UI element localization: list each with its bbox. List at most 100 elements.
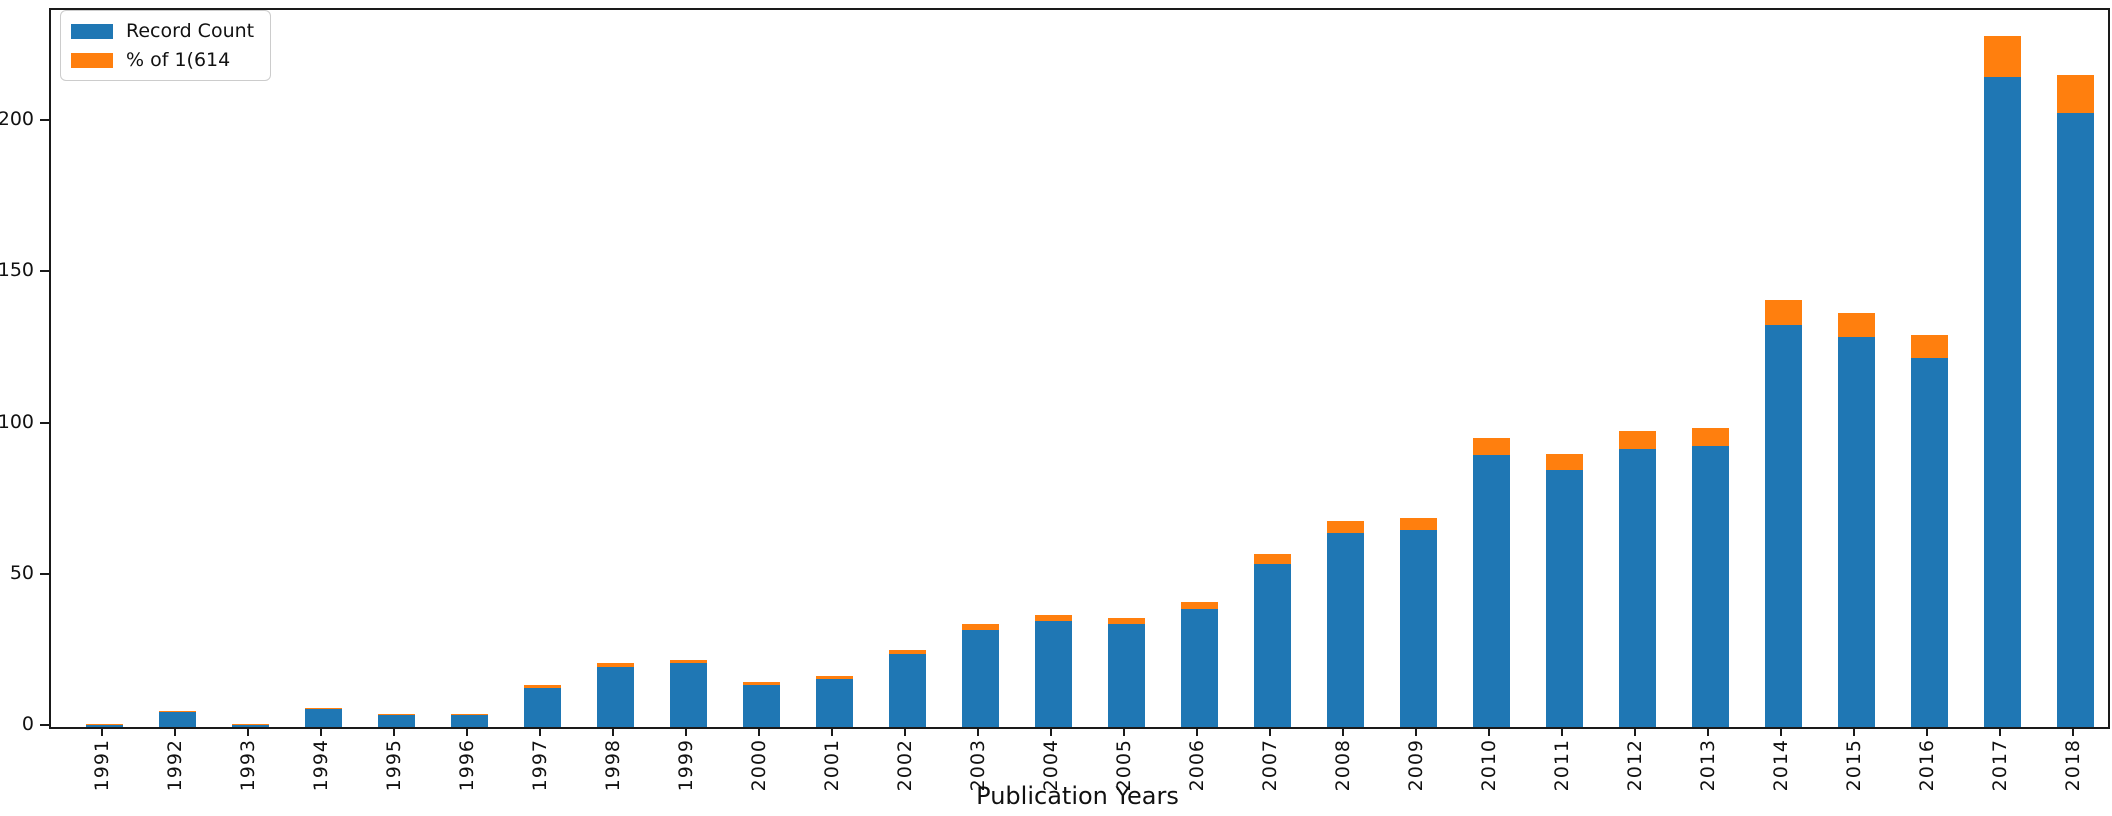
x-tick-mark-2014 (1780, 727, 1782, 736)
bar-percent-1998 (596, 662, 634, 667)
bar-percent-2016 (1910, 335, 1948, 358)
x-tick-mark-2004 (1050, 727, 1052, 736)
x-tick-mark-2015 (1853, 727, 1855, 736)
bar-percent-1992 (158, 710, 196, 712)
bar-record-count-2012 (1618, 448, 1656, 727)
blue-rect-swatch (71, 23, 113, 39)
bar-record-count-2011 (1545, 469, 1583, 727)
bar-percent-2003 (961, 624, 999, 631)
x-tick-mark-2017 (1999, 727, 2001, 736)
bar-record-count-2001 (815, 678, 853, 727)
bar-percent-1999 (669, 659, 707, 664)
y-tick-mark-100 (40, 421, 49, 424)
bar-percent-2015 (1837, 312, 1875, 337)
y-tick-mark-50 (40, 572, 49, 575)
bar-percent-2008 (1326, 521, 1364, 534)
y-tick-mark-0 (40, 724, 49, 726)
bar-record-count-1999 (669, 663, 707, 727)
x-tick-mark-2008 (1342, 727, 1344, 736)
bar-record-count-1998 (596, 666, 634, 727)
legend-label: Record Count (126, 20, 255, 42)
x-tick-mark-2011 (1561, 727, 1563, 736)
bar-percent-2005 (1107, 617, 1145, 625)
bar-record-count-2014 (1764, 324, 1802, 727)
x-axis-title: Publication Years (976, 782, 1179, 810)
x-tick-mark-2012 (1634, 727, 1636, 736)
legend-label: % of 1(614 (126, 49, 231, 71)
x-tick-mark-1993 (247, 727, 249, 736)
bar-record-count-1992 (158, 711, 196, 727)
bar-percent-2017 (1983, 36, 2021, 77)
x-tick-mark-2016 (1926, 727, 1928, 736)
x-tick-mark-2003 (977, 727, 979, 736)
bar-percent-2010 (1472, 437, 1510, 455)
legend-item-percent: % of 1(614 (71, 49, 254, 71)
bar-percent-2007 (1253, 553, 1291, 564)
x-tick-mark-1999 (685, 727, 687, 736)
bar-record-count-2002 (888, 654, 926, 727)
x-tick-mark-2002 (904, 727, 906, 736)
bar-record-count-2005 (1107, 624, 1145, 727)
bar-record-count-2003 (961, 630, 999, 727)
bar-percent-2018 (2056, 74, 2094, 113)
bar-percent-2002 (888, 649, 926, 655)
x-tick-mark-2007 (1269, 727, 1271, 736)
y-tick-label-0: 0 (21, 713, 34, 735)
x-tick-mark-1996 (466, 727, 468, 736)
orange-rect-swatch (71, 52, 113, 68)
x-tick-mark-2006 (1196, 727, 1198, 736)
bar-percent-1995 (377, 714, 415, 715)
y-tick-label-50: 50 (9, 561, 34, 584)
bar-percent-2000 (742, 682, 780, 685)
y-tick-label-100: 100 (0, 410, 34, 433)
bar-record-count-1993 (231, 723, 269, 727)
x-tick-mark-2013 (1707, 727, 1709, 736)
x-tick-mark-1991 (101, 727, 103, 736)
y-tick-label-150: 150 (0, 259, 34, 282)
bar-record-count-2009 (1399, 530, 1437, 727)
bar-percent-1994 (304, 707, 342, 709)
bar-record-count-1997 (523, 687, 561, 727)
bar-percent-1996 (450, 714, 488, 715)
bar-percent-2011 (1545, 453, 1583, 470)
bar-percent-1997 (523, 685, 561, 688)
x-tick-mark-2010 (1488, 727, 1490, 736)
bar-percent-2009 (1399, 518, 1437, 531)
bar-record-count-2016 (1910, 357, 1948, 727)
bar-record-count-1996 (450, 714, 488, 727)
bar-percent-2001 (815, 675, 853, 679)
bar-record-count-2018 (2056, 112, 2094, 727)
bar-record-count-2004 (1034, 621, 1072, 727)
bar-record-count-2000 (742, 684, 780, 727)
y-tick-mark-150 (40, 270, 49, 273)
x-tick-mark-1992 (174, 727, 176, 736)
bar-record-count-2010 (1472, 454, 1510, 727)
bar-record-count-2006 (1180, 609, 1218, 727)
x-tick-mark-2005 (1123, 727, 1125, 736)
y-tick-label-200: 200 (0, 107, 34, 130)
y-tick-mark-200 (40, 118, 49, 121)
bar-percent-2006 (1180, 601, 1218, 610)
bar-record-count-1995 (377, 714, 415, 727)
x-tick-mark-2009 (1415, 727, 1417, 736)
legend-item-record-count: Record Count (71, 20, 254, 42)
x-tick-mark-1997 (539, 727, 541, 736)
x-tick-mark-1994 (320, 727, 322, 736)
bar-percent-2012 (1618, 431, 1656, 449)
bar-percent-2014 (1764, 299, 1802, 325)
x-tick-mark-2001 (831, 727, 833, 736)
bar-record-count-2015 (1837, 336, 1875, 727)
bar-percent-2013 (1691, 428, 1729, 446)
x-tick-mark-2018 (2072, 727, 2074, 736)
bar-record-count-2017 (1983, 76, 2021, 727)
x-tick-mark-1995 (393, 727, 395, 736)
bar-record-count-2008 (1326, 533, 1364, 727)
legend: Record Count % of 1(614 (60, 10, 272, 81)
bar-record-count-2013 (1691, 445, 1729, 727)
x-tick-mark-1998 (612, 727, 614, 736)
x-tick-mark-2000 (758, 727, 760, 736)
bar-record-count-1994 (304, 708, 342, 727)
plot-area (49, 8, 2110, 729)
bar-percent-2004 (1034, 614, 1072, 622)
